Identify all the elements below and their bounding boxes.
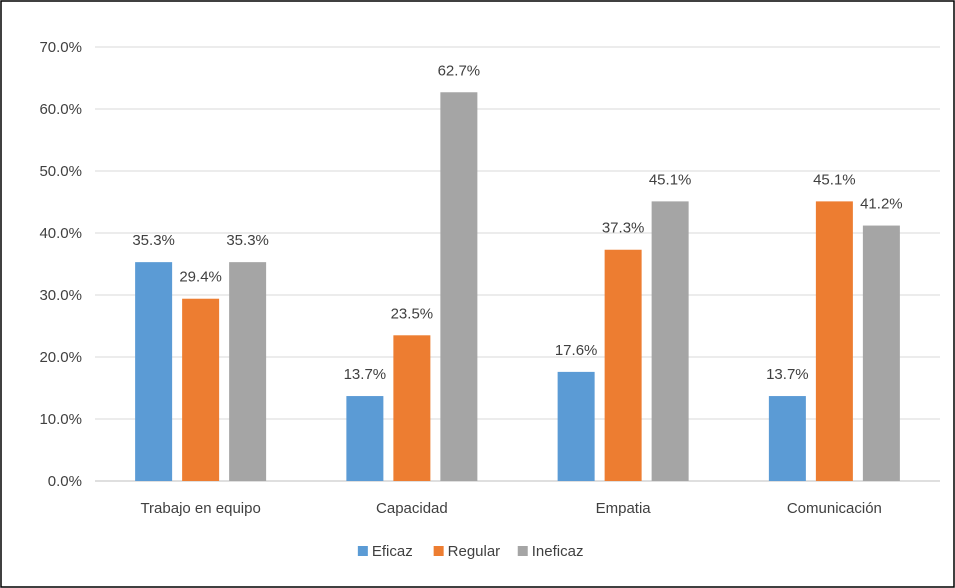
legend-swatch-eficaz: [357, 546, 368, 556]
bar-ineficaz: [440, 92, 478, 481]
bar-eficaz: [557, 371, 595, 481]
legend: Eficaz Regular Ineficaz: [357, 543, 584, 560]
category-label: Capacidad: [376, 500, 448, 517]
legend-label: Ineficaz: [532, 543, 584, 560]
y-tick-label: 10.0%: [39, 411, 82, 428]
y-tick-label: 50.0%: [39, 163, 82, 180]
data-label: 35.3%: [132, 232, 175, 249]
bars: [135, 92, 900, 481]
data-label: 45.1%: [813, 171, 856, 188]
category-label: Comunicación: [787, 500, 882, 517]
y-tick-label: 70.0%: [39, 39, 82, 56]
y-tick-label: 0.0%: [48, 473, 82, 490]
bar-eficaz: [346, 396, 384, 481]
legend-label: Eficaz: [372, 543, 413, 560]
bar-eficaz: [768, 396, 806, 481]
category-label: Empatia: [596, 500, 652, 517]
bar-regular: [182, 298, 220, 481]
data-label: 17.6%: [555, 342, 598, 359]
bar-ineficaz: [862, 225, 900, 481]
data-label: 13.7%: [766, 366, 809, 383]
bar-regular: [604, 249, 642, 481]
legend-label: Regular: [448, 543, 501, 560]
bar-regular: [815, 201, 853, 481]
data-label: 35.3%: [226, 232, 269, 249]
y-tick-label: 30.0%: [39, 287, 82, 304]
data-label: 13.7%: [344, 366, 387, 383]
data-label: 45.1%: [649, 171, 692, 188]
data-label: 29.4%: [179, 269, 222, 286]
y-axis: 0.0% 10.0% 20.0% 30.0% 40.0% 50.0% 60.0% 70.0%: [39, 39, 82, 490]
bar-ineficaz: [651, 201, 689, 481]
y-tick-label: 40.0%: [39, 225, 82, 242]
bar-eficaz: [135, 262, 173, 481]
data-labels: 35.3% 29.4% 35.3% 13.7% 23.5% 62.7% 17.6% 37.3%…: [132, 62, 902, 383]
x-axis: Trabajo en equipo Capacidad Empatia Comunic…: [140, 500, 881, 517]
data-label: 37.3%: [602, 220, 645, 237]
legend-swatch-ineficaz: [517, 546, 528, 556]
category-label: Trabajo en equipo: [140, 500, 260, 517]
legend-swatch-regular: [433, 546, 444, 556]
bar-regular: [393, 335, 431, 481]
data-label: 41.2%: [860, 196, 903, 213]
bar-ineficaz: [229, 262, 267, 481]
data-label: 62.7%: [438, 62, 481, 79]
y-tick-label: 20.0%: [39, 349, 82, 366]
y-tick-label: 60.0%: [39, 101, 82, 118]
data-label: 23.5%: [391, 305, 434, 322]
